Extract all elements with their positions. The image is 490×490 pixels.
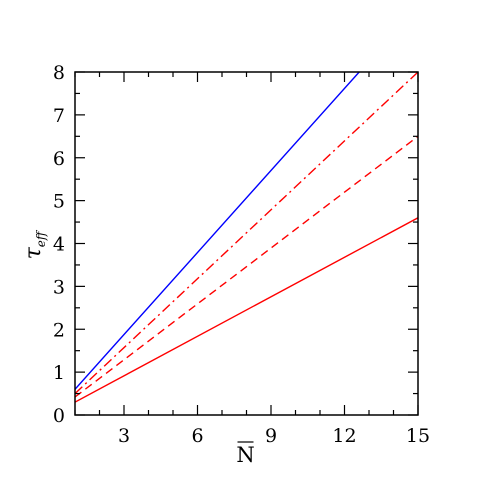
series-line-2 (75, 72, 418, 395)
series-line-1 (75, 72, 360, 390)
series-layer (75, 72, 418, 403)
x-tick-label: 3 (118, 425, 130, 447)
x-tick-label: 9 (265, 425, 277, 447)
ticks-layer (74, 71, 419, 416)
x-tick-label: 12 (332, 425, 356, 447)
y-axis-label-subscript: eff (34, 229, 48, 247)
y-tick-label: 3 (53, 276, 65, 298)
y-tick-label: 6 (53, 148, 65, 170)
y-axis-label-symbol: τ (21, 246, 46, 259)
series-line-4 (75, 217, 418, 403)
y-tick-label: 8 (53, 62, 65, 84)
y-axis-title: τeff (21, 229, 48, 259)
x-tick-label: 15 (406, 425, 430, 447)
x-tick-label: 6 (191, 425, 203, 447)
plot-frame (74, 71, 419, 416)
x-axis-label: N (236, 443, 254, 467)
y-tick-label: 1 (53, 362, 65, 384)
y-tick-label: 4 (53, 234, 65, 256)
y-axis-label: τeff (21, 229, 48, 259)
x-axis-title: N (236, 441, 255, 467)
y-tick-label: 5 (53, 191, 65, 213)
y-tick-label: 0 (53, 405, 65, 427)
series-line-3 (75, 135, 418, 398)
y-tick-label: 2 (53, 319, 65, 341)
y-tick-label: 7 (53, 105, 65, 127)
